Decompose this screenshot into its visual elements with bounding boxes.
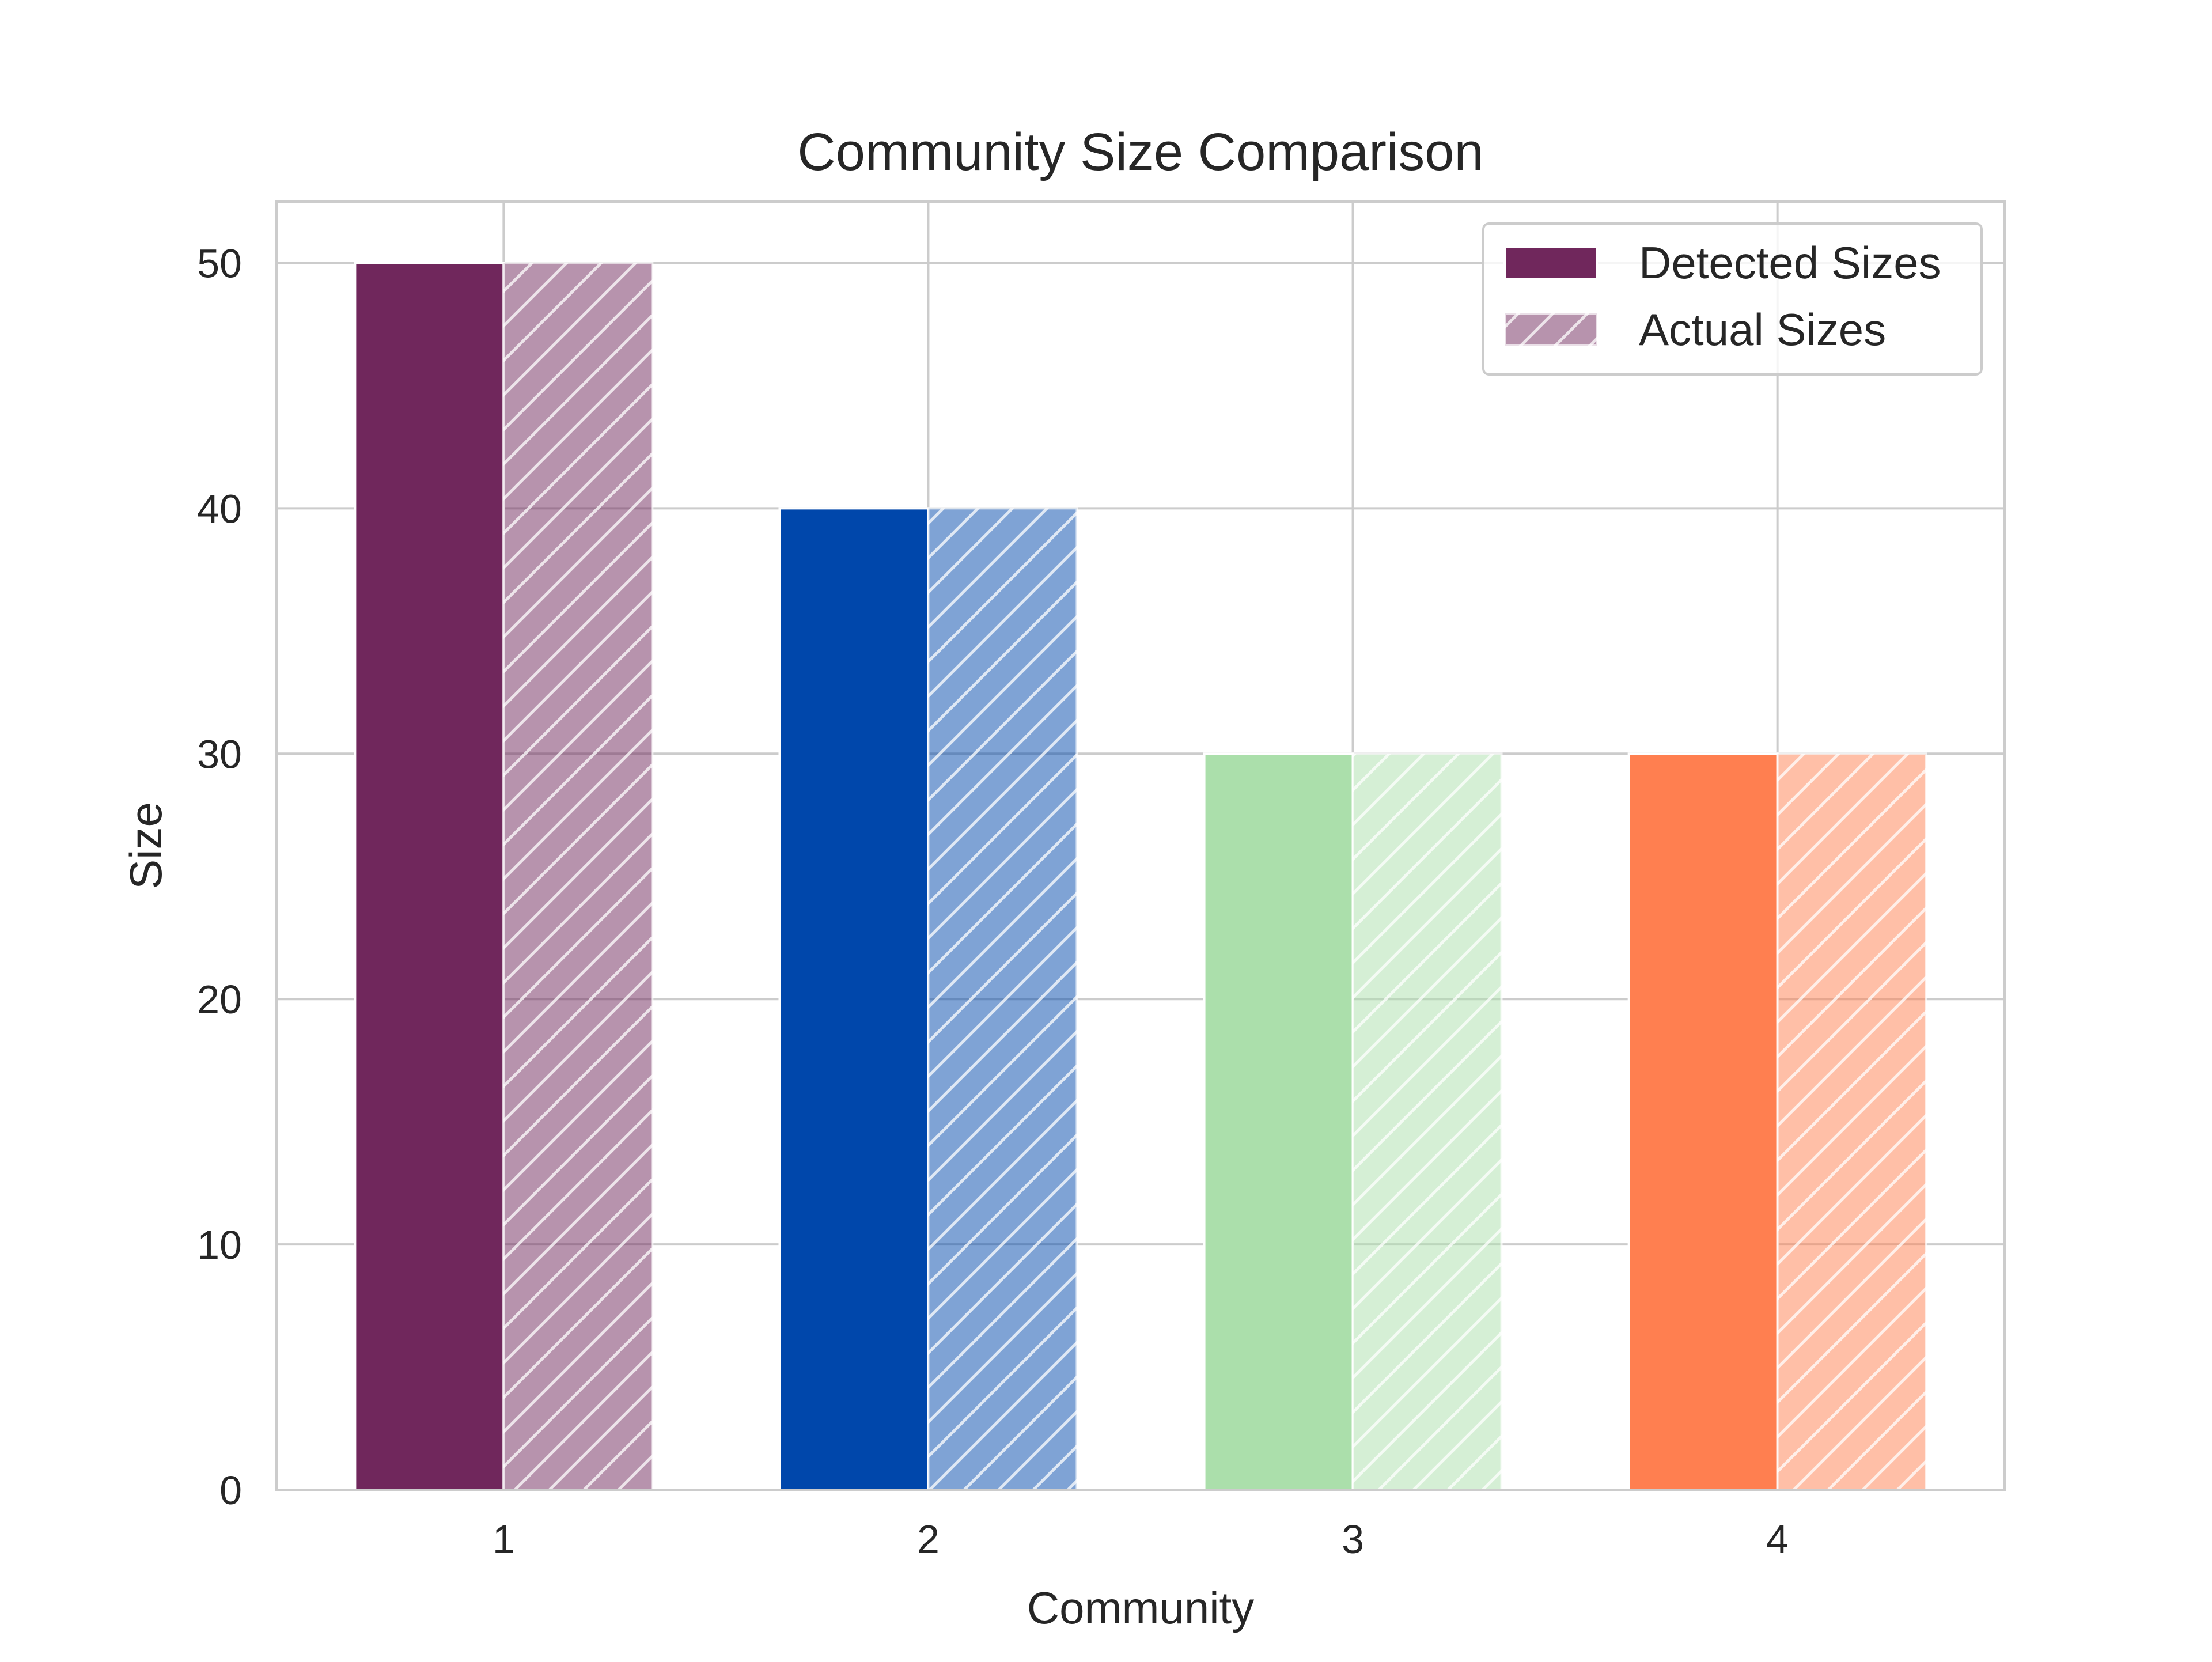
y-tick-label: 40 bbox=[197, 486, 242, 531]
bar-detected-2 bbox=[778, 507, 930, 1491]
bar-actual-3 bbox=[1351, 752, 1503, 1491]
legend-swatch-actual-hatch bbox=[1503, 312, 1598, 347]
bar-detected-3 bbox=[1203, 752, 1354, 1491]
bar-actual-2 bbox=[927, 507, 1078, 1491]
y-axis-label: Size bbox=[120, 802, 171, 889]
bar-actual-1 bbox=[502, 262, 654, 1491]
y-tick-label: 10 bbox=[197, 1222, 242, 1267]
legend-box bbox=[1482, 222, 1983, 376]
plot-frame bbox=[275, 200, 2006, 1491]
y-tick-label: 30 bbox=[197, 732, 242, 777]
bar-detected-4 bbox=[1627, 752, 1779, 1491]
y-tick-label: 50 bbox=[197, 241, 242, 286]
x-axis-label: Community bbox=[1027, 1583, 1254, 1633]
bar-actual-4 bbox=[1776, 752, 1927, 1491]
y-tick-label: 0 bbox=[219, 1468, 242, 1513]
x-tick-label: 4 bbox=[1766, 1517, 1789, 1562]
x-tick-label: 1 bbox=[493, 1517, 515, 1562]
legend-label-actual: Actual Sizes bbox=[1639, 304, 1886, 355]
legend: Detected Sizes Actual Sizes bbox=[1482, 222, 1983, 376]
chart-title: Community Size Comparison bbox=[797, 123, 1483, 181]
bar-detected-1 bbox=[354, 262, 505, 1491]
legend-label-detected: Detected Sizes bbox=[1639, 237, 1941, 288]
x-tick-label: 2 bbox=[917, 1517, 940, 1562]
x-tick-label: 3 bbox=[1342, 1517, 1364, 1562]
tick-labels: 0 10 20 30 40 50 1 2 3 4 bbox=[197, 241, 1789, 1562]
bars bbox=[354, 262, 1927, 1491]
legend-swatch-detected bbox=[1503, 245, 1598, 280]
y-tick-label: 20 bbox=[197, 977, 242, 1022]
